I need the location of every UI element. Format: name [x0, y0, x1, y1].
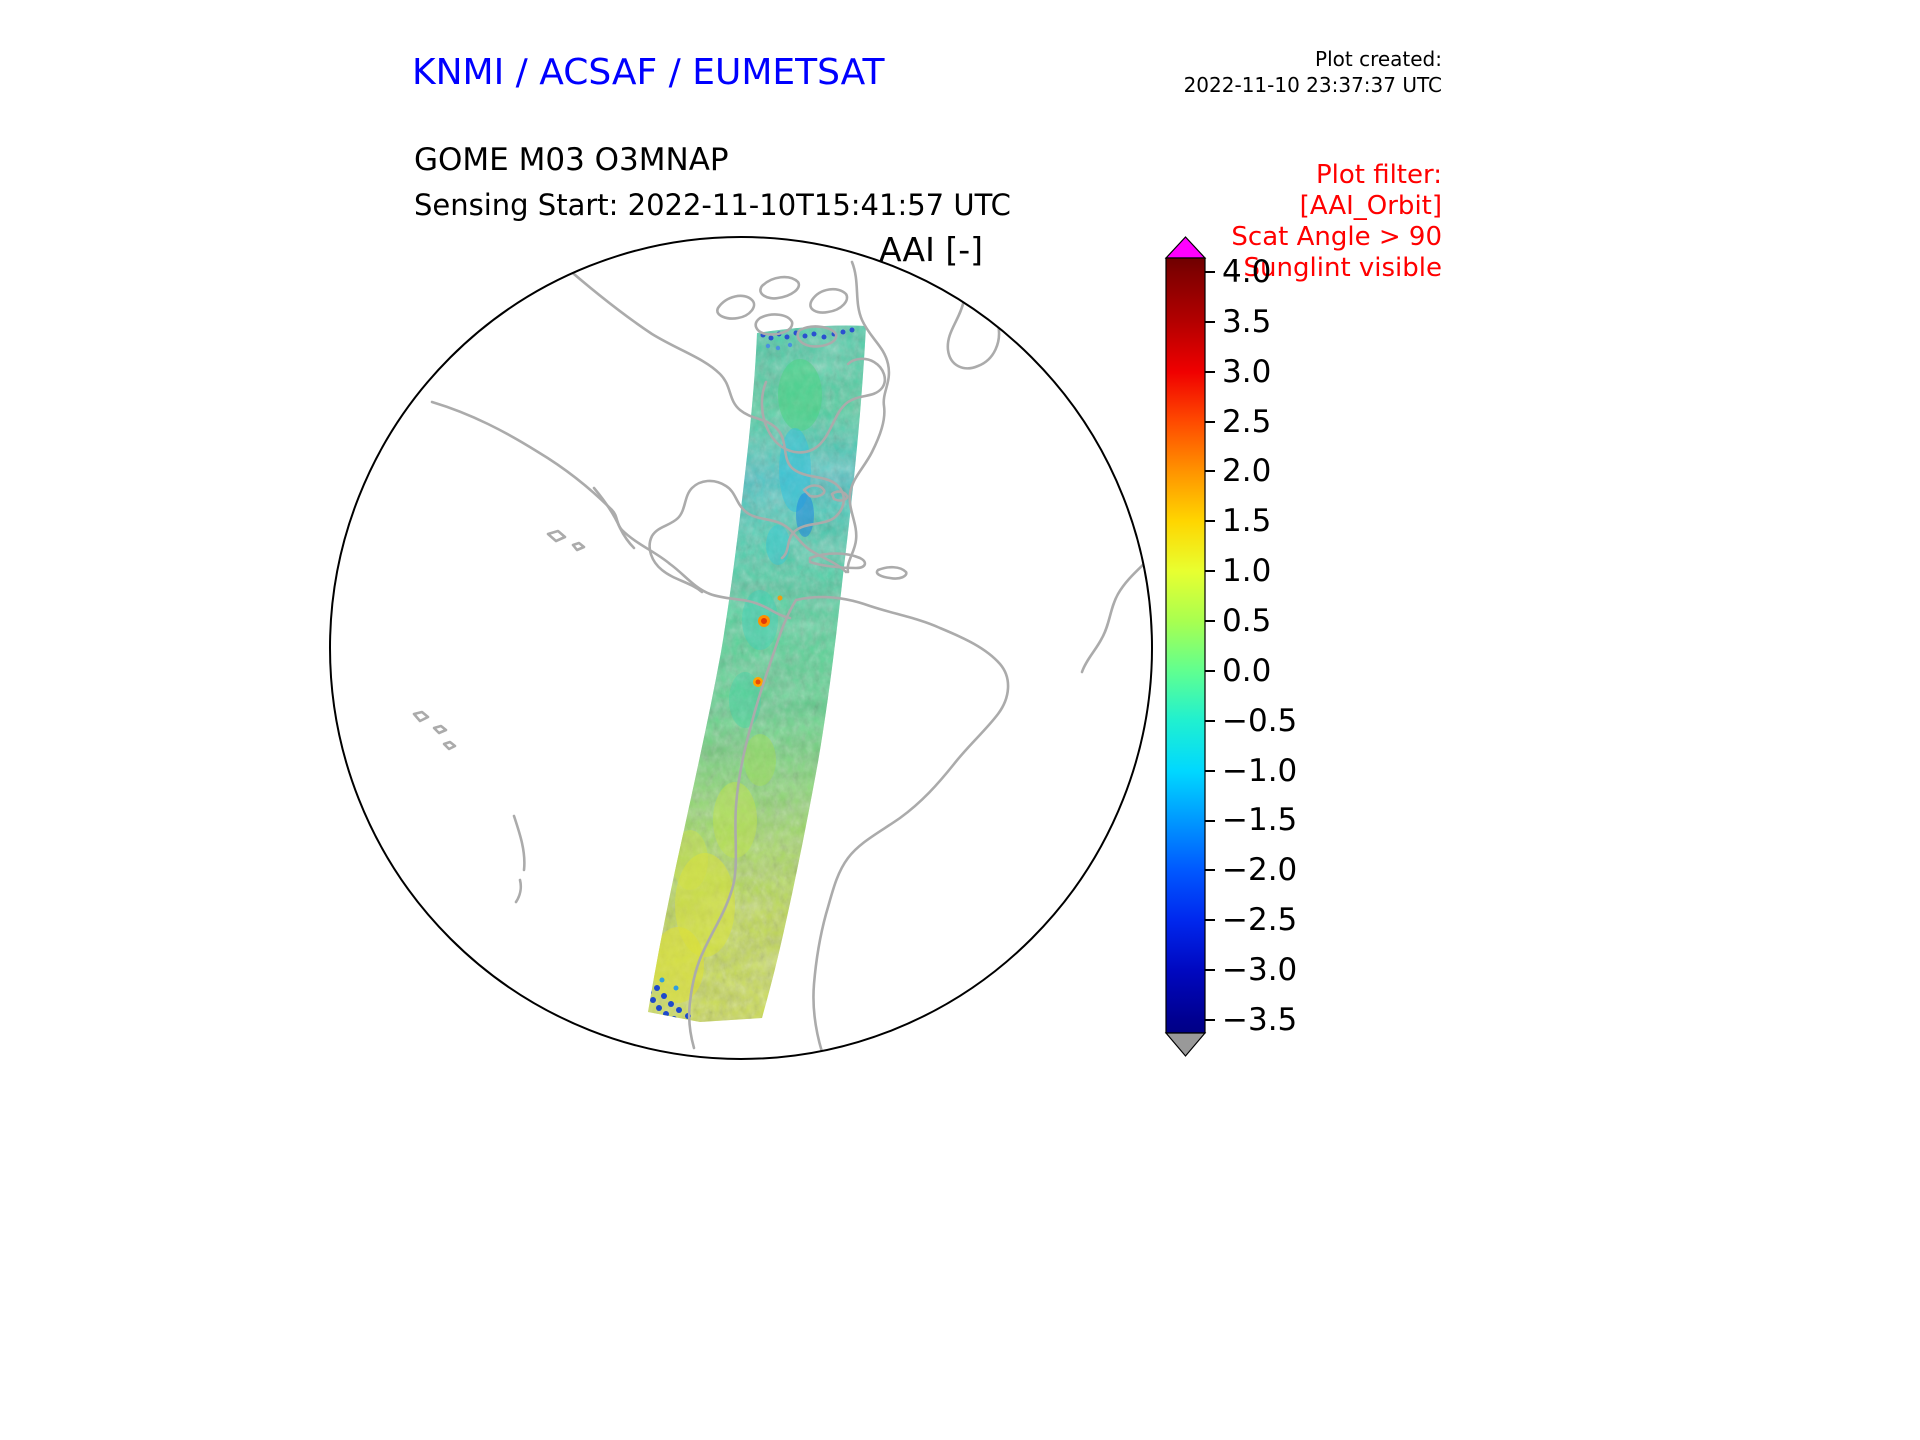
colorbar-tick-labels: 4.0 3.5 3.0 2.5 2.0 1.5 1.0 0.5 0.0 −0.5… [1222, 255, 1297, 1037]
high-aai-spots [753, 595, 783, 687]
plot-filter-note: Plot filter: [AAI_Orbit] Scat Angle > 90… [1231, 160, 1442, 284]
globe-outline [329, 236, 1153, 1060]
colorbar-tick-marks [1205, 271, 1215, 1021]
colorbar-tick-label: 1.0 [1222, 553, 1272, 590]
colorbar-tick-label: 0.5 [1222, 603, 1272, 640]
colorbar-tick-label: 4.0 [1222, 254, 1272, 290]
colorbar-tick-label: −0.5 [1222, 702, 1298, 739]
plot-created-value: 2022-11-10 23:37:37 UTC [1183, 73, 1442, 97]
plot-created-label: Plot created: [1315, 47, 1442, 71]
coastlines [412, 244, 1152, 1059]
colorbar-tick-label: 0.0 [1222, 652, 1272, 689]
plot-filter-line: Plot filter: [1315, 160, 1442, 190]
colorbar-tick-label: −3.0 [1222, 952, 1298, 989]
colorbar-over-arrow [1164, 236, 1207, 259]
colorbar-tick-label: 1.5 [1222, 503, 1272, 540]
colorbar-tick-label: −1.5 [1222, 802, 1298, 839]
colorbar-gradient-bar [1165, 257, 1206, 1034]
colorbar-under-arrow [1164, 1032, 1207, 1057]
colorbar-tick-label: −1.0 [1222, 752, 1298, 789]
plot-filter-line: Scat Angle > 90 [1231, 222, 1442, 252]
colorbar-tick-label: 3.5 [1222, 303, 1272, 340]
plot-created-block: Plot created: 2022-11-10 23:37:37 UTC [1184, 46, 1442, 98]
plot-filter-line: Sunglint visible [1243, 253, 1442, 283]
organisation-title: KNMI / ACSAF / EUMETSAT [412, 52, 885, 93]
sensing-start: Sensing Start: 2022-11-10T15:41:57 UTC [414, 188, 1011, 222]
colorbar-tick-label: 3.0 [1222, 353, 1272, 390]
colorbar-tick-label: −3.5 [1222, 1001, 1298, 1038]
plot-title: AAI [-] [879, 230, 983, 269]
plot-filter-line: [AAI_Orbit] [1299, 191, 1442, 221]
product-name: GOME M03 O3MNAP [414, 142, 729, 178]
colorbar-tick-label: −2.5 [1222, 902, 1298, 939]
colorbar [1164, 236, 1215, 1057]
colorbar-tick-label: 2.5 [1222, 403, 1272, 440]
colorbar-tick-label: −2.0 [1222, 852, 1298, 889]
colorbar-tick-label: 2.0 [1222, 453, 1272, 490]
